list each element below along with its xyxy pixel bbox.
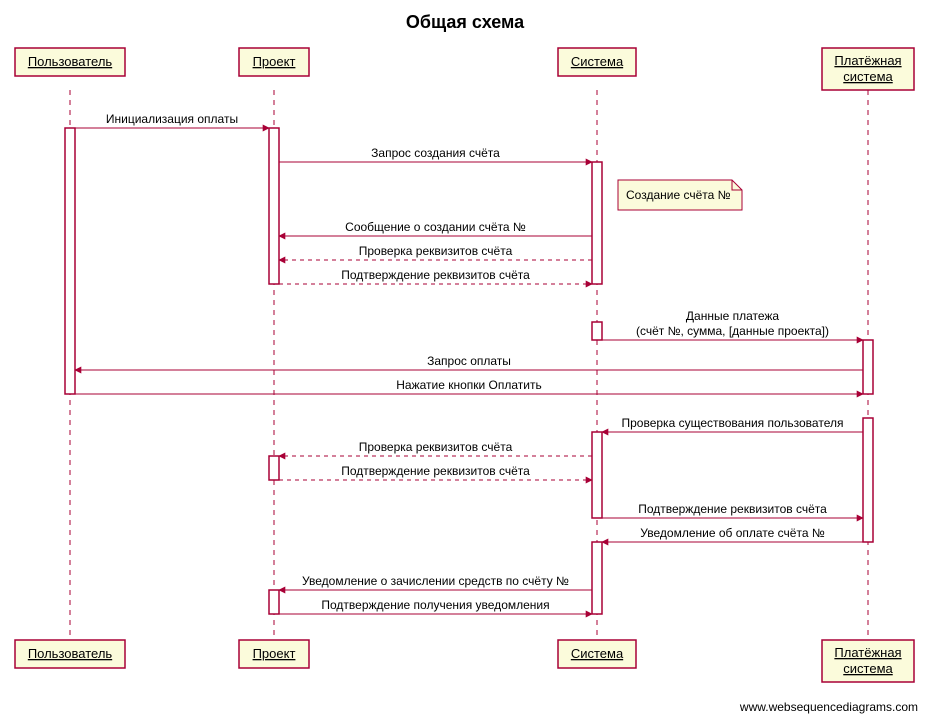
message-label: Запрос оплаты [427,354,511,368]
activation-user [65,128,75,394]
message-label: Проверка реквизитов счёта [359,440,513,454]
actor-label: Платёжная [834,53,901,68]
message-label: Проверка существования пользователя [622,416,844,430]
message-label: Проверка реквизитов счёта [359,244,513,258]
activation-payment [863,418,873,542]
activation-project [269,456,279,480]
activation-system [592,432,602,518]
message-label: Уведомление о зачислении средств по счёт… [302,574,569,588]
activation-system [592,322,602,340]
actor-label: Система [571,54,624,69]
message-label: Запрос создания счёта [371,146,500,160]
activation-project [269,590,279,614]
activation-system [592,162,602,284]
actor-label: система [843,69,893,84]
message-label: Подтверждение реквизитов счёта [341,268,530,282]
message-label: (счёт №, сумма, [данные проекта]) [636,324,829,338]
message-label: Данные платежа [686,309,780,323]
activation-system [592,542,602,614]
message-label: Нажатие кнопки Оплатить [396,378,542,392]
message-label: Подтверждение получения уведомления [321,598,549,612]
actor-label: Система [571,646,624,661]
sequence-diagram: Общая схема Инициализация оплаты Запрос со… [0,0,930,723]
actor-label: Платёжная [834,645,901,660]
message-label: Уведомление об оплате счёта № [640,526,825,540]
actor-label: Проект [253,646,296,661]
actor-label: Пользователь [28,54,113,69]
message-label: Подтверждение реквизитов счёта [638,502,827,516]
actor-label: система [843,661,893,676]
message-label: Сообщение о создании счёта № [345,220,526,234]
diagram-title: Общая схема [406,12,525,32]
actor-label: Проект [253,54,296,69]
message-label: Подтверждение реквизитов счёта [341,464,530,478]
message-label: Инициализация оплаты [106,112,238,126]
note-text: Создание счёта № [626,188,731,202]
activation-payment [863,340,873,394]
attribution-text: www.websequencediagrams.com [739,700,918,714]
activation-project [269,128,279,284]
actor-label: Пользователь [28,646,113,661]
